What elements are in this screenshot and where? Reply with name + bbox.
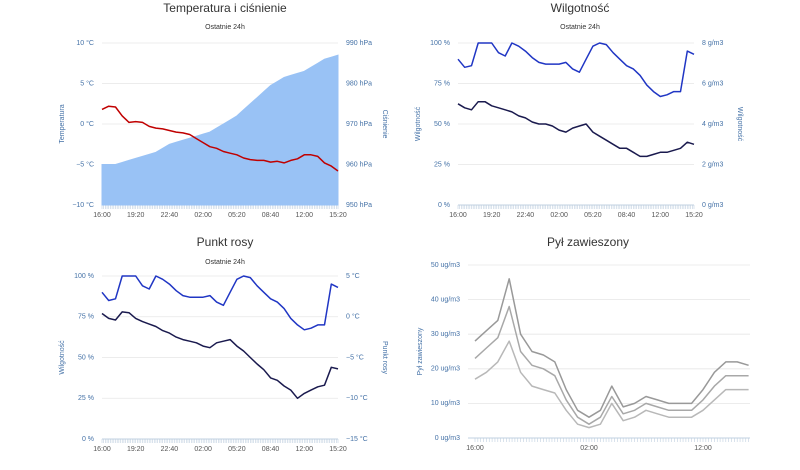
x-tick-label: 16:00	[449, 212, 467, 219]
y-tick-label: 25 %	[434, 161, 450, 168]
x-tick-label: 12:00	[694, 445, 712, 452]
chart-title: Pył zawieszony	[547, 235, 629, 249]
y-tick-label: 0 %	[438, 202, 450, 209]
y2-tick-label: 6 g/m3	[702, 80, 724, 87]
y-tick-label: 75 %	[78, 314, 94, 321]
y-tick-label: 75 %	[434, 80, 450, 87]
y-tick-label: 0 °C	[80, 120, 94, 128]
y2-tick-label: 0 g/m3	[702, 202, 724, 209]
x-tick-label: 16:00	[93, 446, 111, 453]
chart-subtitle: Ostatnie 24h	[205, 259, 245, 266]
y2-tick-label: 4 g/m3	[702, 121, 724, 128]
x-tick-label: 08:40	[262, 212, 280, 219]
x-tick-label: 22:40	[517, 212, 535, 219]
y-tick-label: 100 %	[430, 40, 450, 47]
x-tick-label: 05:20	[584, 212, 602, 219]
x-tick-label: 19:20	[127, 446, 145, 453]
x-tick-label: 19:20	[127, 212, 145, 219]
y-tick-label: 30 ug/m3	[431, 331, 460, 338]
x-tick-label: 05:20	[228, 212, 246, 219]
x-tick-label: 22:40	[161, 212, 179, 219]
line	[457, 100, 695, 158]
y2-tick-label: 8 g/m3	[702, 40, 724, 47]
y2-tick-label: 0 °C	[346, 313, 360, 321]
y2-axis-title: Punkt rosy	[381, 341, 388, 375]
y2-tick-label: 5 °C	[346, 272, 360, 280]
y-tick-label: 5 °C	[80, 79, 94, 87]
y-axis-title: Temperatura	[59, 104, 66, 143]
y2-axis-title: Wilgotność	[736, 107, 743, 142]
y-tick-label: 20 ug/m3	[431, 366, 460, 373]
y2-tick-label: −5 °C	[346, 353, 364, 361]
line	[101, 105, 339, 172]
x-tick-label: 19:20	[483, 212, 501, 219]
y2-tick-label: 960 hPa	[346, 161, 372, 168]
x-tick-label: 12:00	[652, 212, 670, 219]
y-axis-title: Wilgotność	[59, 340, 66, 375]
line	[101, 275, 339, 331]
area	[101, 54, 339, 206]
y2-tick-label: 950 hPa	[346, 202, 372, 209]
x-tick-label: 02:00	[194, 446, 212, 453]
y-axis-title: Wilgotność	[415, 106, 422, 141]
y2-tick-label: 2 g/m3	[702, 161, 724, 168]
x-tick-label: 16:00	[93, 212, 111, 219]
line	[101, 311, 339, 400]
y2-tick-label: −10 °C	[346, 394, 368, 402]
line	[474, 305, 749, 425]
y-tick-label: 25 %	[78, 395, 94, 402]
x-tick-label: 15:20	[329, 446, 347, 453]
chart-subtitle: Ostatnie 24h	[205, 24, 245, 31]
y-tick-label: 50 %	[434, 121, 450, 128]
y-tick-label: −5 °C	[76, 160, 94, 168]
x-tick-label: 02:00	[194, 212, 212, 219]
y-axis-title: Pył zawieszony	[417, 327, 424, 375]
x-tick-label: 16:00	[466, 445, 484, 452]
chart-title: Wilgotność	[551, 1, 610, 15]
y-tick-label: −10 °C	[72, 201, 94, 209]
y2-tick-label: 970 hPa	[346, 121, 372, 128]
chart-subtitle: Ostatnie 24h	[560, 24, 600, 31]
y-tick-label: 50 %	[78, 354, 94, 361]
y2-axis-title: Ciśnienie	[381, 110, 388, 139]
y-tick-label: 10 °C	[76, 39, 94, 47]
y2-tick-label: 990 hPa	[346, 40, 372, 47]
x-tick-label: 05:20	[228, 446, 246, 453]
y-tick-label: 10 ug/m3	[431, 400, 460, 407]
chart-title: Temperatura i ciśnienie	[163, 1, 287, 15]
line	[474, 278, 749, 418]
x-tick-label: 12:00	[296, 212, 314, 219]
x-tick-label: 08:40	[618, 212, 636, 219]
y2-tick-label: 980 hPa	[346, 80, 372, 87]
x-tick-label: 22:40	[161, 446, 179, 453]
line	[474, 340, 749, 429]
line	[457, 42, 695, 98]
y2-tick-label: −15 °C	[346, 435, 368, 443]
x-tick-label: 02:00	[580, 445, 598, 452]
x-tick-label: 08:40	[262, 446, 280, 453]
y-tick-label: 50 ug/m3	[431, 262, 460, 269]
y-tick-label: 0 %	[82, 436, 94, 443]
y-tick-label: 40 ug/m3	[431, 296, 460, 303]
y-tick-label: 100 %	[74, 273, 94, 280]
x-tick-label: 15:20	[329, 212, 347, 219]
x-tick-label: 15:20	[685, 212, 703, 219]
x-tick-label: 02:00	[550, 212, 568, 219]
chart-title: Punkt rosy	[197, 235, 254, 249]
y-tick-label: 0 ug/m3	[435, 435, 460, 442]
x-tick-label: 12:00	[296, 446, 314, 453]
